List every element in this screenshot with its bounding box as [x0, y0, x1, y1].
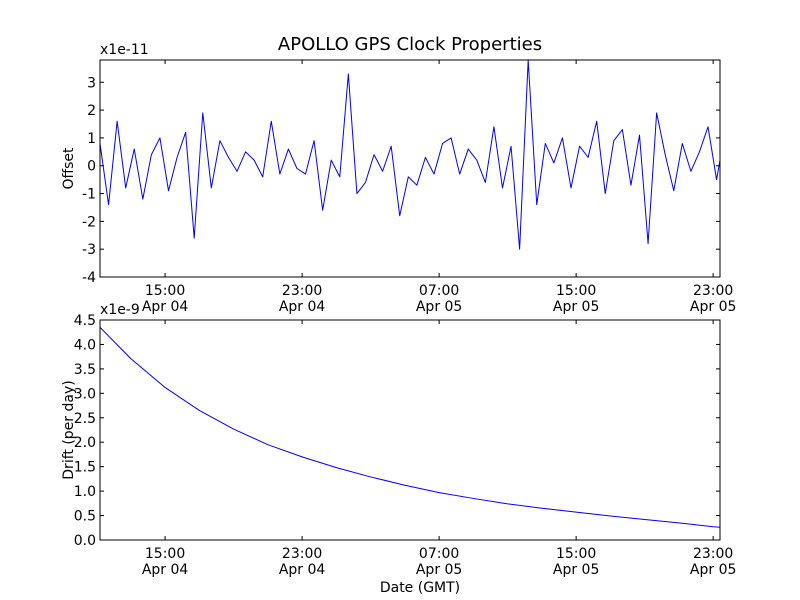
offset-ylabel: Offset: [61, 147, 77, 190]
drift-series-line: [100, 326, 720, 528]
drift-ytick-label: 3.0: [74, 386, 96, 402]
offset-xtick-time-label: 15:00: [556, 283, 596, 299]
figure-title: APOLLO GPS Clock Properties: [278, 34, 542, 55]
offset-xtick-date-label: Apr 05: [690, 299, 736, 315]
drift-ylabel: Drift (per day): [61, 380, 77, 479]
drift-xtick-date-label: Apr 05: [416, 562, 462, 578]
drift-ytick-label: 2.0: [74, 435, 96, 451]
drift-ytick-label: 2.5: [74, 411, 96, 427]
offset-ytick-label: -1: [82, 187, 96, 203]
drift-ytick-label: 4.5: [74, 313, 96, 329]
drift-ytick-label: 0.5: [74, 509, 96, 525]
offset-xtick-time-label: 23:00: [693, 283, 733, 299]
drift-ytick-label: 4.0: [74, 337, 96, 353]
drift-xtick-date-label: Apr 05: [690, 562, 736, 578]
drift-xlabel: Date (GMT): [380, 580, 460, 596]
drift-xtick-time-label: 15:00: [145, 546, 185, 562]
offset-xtick-time-label: 15:00: [145, 283, 185, 299]
offset-axes-frame: [99, 59, 721, 278]
offset-xtick-time-label: 07:00: [419, 283, 459, 299]
drift-ytick-label: 1.5: [74, 460, 96, 476]
drift-axes-frame: [99, 319, 721, 541]
drift-ytick-label: 1.0: [74, 484, 96, 500]
offset-ytick-label: 3: [87, 75, 96, 91]
drift-ytick-label: 0.0: [74, 533, 96, 549]
drift-xtick-time-label: 23:00: [282, 546, 322, 562]
offset-xtick-date-label: Apr 04: [279, 299, 326, 315]
offset-ytick-label: 2: [87, 103, 96, 119]
drift-xtick-date-label: Apr 04: [279, 562, 326, 578]
drift-ytick-label: 3.5: [74, 362, 96, 378]
drift-xtick-time-label: 15:00: [556, 546, 596, 562]
drift-xtick-date-label: Apr 05: [553, 562, 599, 578]
offset-series-line: [100, 60, 720, 250]
offset-ytick-label: -4: [82, 270, 96, 286]
drift-xtick-time-label: 07:00: [419, 546, 459, 562]
offset-xtick-date-label: Apr 05: [553, 299, 599, 315]
offset-xtick-date-label: Apr 05: [416, 299, 462, 315]
offset-ytick-label: 0: [87, 159, 96, 175]
offset-ytick-label: 1: [87, 131, 96, 147]
offset-ytick-label: -2: [82, 214, 96, 230]
offset-ytick-label: -3: [82, 242, 96, 258]
drift-multiplier-label: x1e-9: [100, 302, 140, 318]
offset-multiplier-label: x1e-11: [100, 42, 149, 58]
drift-xtick-time-label: 23:00: [693, 546, 733, 562]
offset-xtick-time-label: 23:00: [282, 283, 322, 299]
offset-xtick-date-label: Apr 04: [142, 299, 189, 315]
drift-xtick-date-label: Apr 04: [142, 562, 189, 578]
